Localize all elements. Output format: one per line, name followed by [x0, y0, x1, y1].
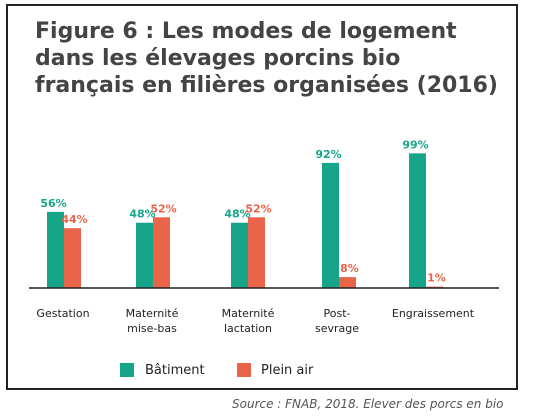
category-label-3-line-1: sevrage: [315, 322, 359, 335]
data-label-batiment-4: 99%: [402, 138, 428, 151]
bar-plein-air-0: [64, 228, 81, 288]
bar-batiment-4: [409, 153, 426, 288]
category-label-4: Engraissement: [392, 307, 475, 320]
data-label-plein-air-4: 1%: [427, 272, 446, 285]
data-label-plein-air-3: 8%: [340, 262, 359, 275]
legend-swatch-batiment: [120, 363, 134, 377]
category-label-0: Gestation: [36, 307, 89, 320]
category-label-1-line-1: mise-bas: [127, 322, 177, 335]
category-label-2-line-1: lactation: [224, 322, 272, 335]
bar-plein-air-1: [153, 217, 170, 288]
figure-frame: Figure 6 : Les modes de logement dans le…: [6, 4, 518, 390]
data-label-plein-air-1: 52%: [150, 202, 176, 215]
bar-batiment-3: [322, 162, 339, 288]
legend-label-plein-air: Plein air: [261, 363, 314, 378]
bar-chart: 56% 48% 48% 92% 99% 44% 52% 52% 8% 1% Gestation Mat…: [29, 138, 499, 378]
data-label-batiment-3: 92%: [315, 148, 341, 161]
legend-label-batiment: Bâtiment: [145, 363, 205, 378]
source-note: Source : FNAB, 2018. Elever des porcs en…: [232, 397, 504, 411]
data-label-plein-air-2: 52%: [245, 202, 271, 215]
bar-batiment-2: [231, 222, 248, 288]
data-label-batiment-2: 48%: [224, 208, 250, 221]
category-label-3-line-0: Post-: [324, 307, 351, 320]
category-label-2-line-0: Maternité: [222, 307, 275, 320]
bar-batiment-0: [47, 211, 64, 288]
chart-title: Figure 6 : Les modes de logement dans le…: [35, 19, 498, 98]
data-label-batiment-1: 48%: [129, 208, 155, 221]
data-label-plein-air-0: 44%: [61, 213, 87, 226]
data-label-batiment-0: 56%: [40, 197, 66, 210]
category-label-1-line-0: Maternité: [126, 307, 179, 320]
bar-plein-air-2: [248, 217, 265, 288]
legend-swatch-plein-air: [237, 363, 251, 377]
legend: Bâtiment Plein air: [120, 363, 314, 378]
bar-batiment-1: [136, 222, 153, 288]
bar-plein-air-3: [339, 277, 356, 288]
labels-layer: 56% 48% 48% 92% 99% 44% 52% 52% 8% 1% Gestation Mat…: [36, 138, 474, 335]
